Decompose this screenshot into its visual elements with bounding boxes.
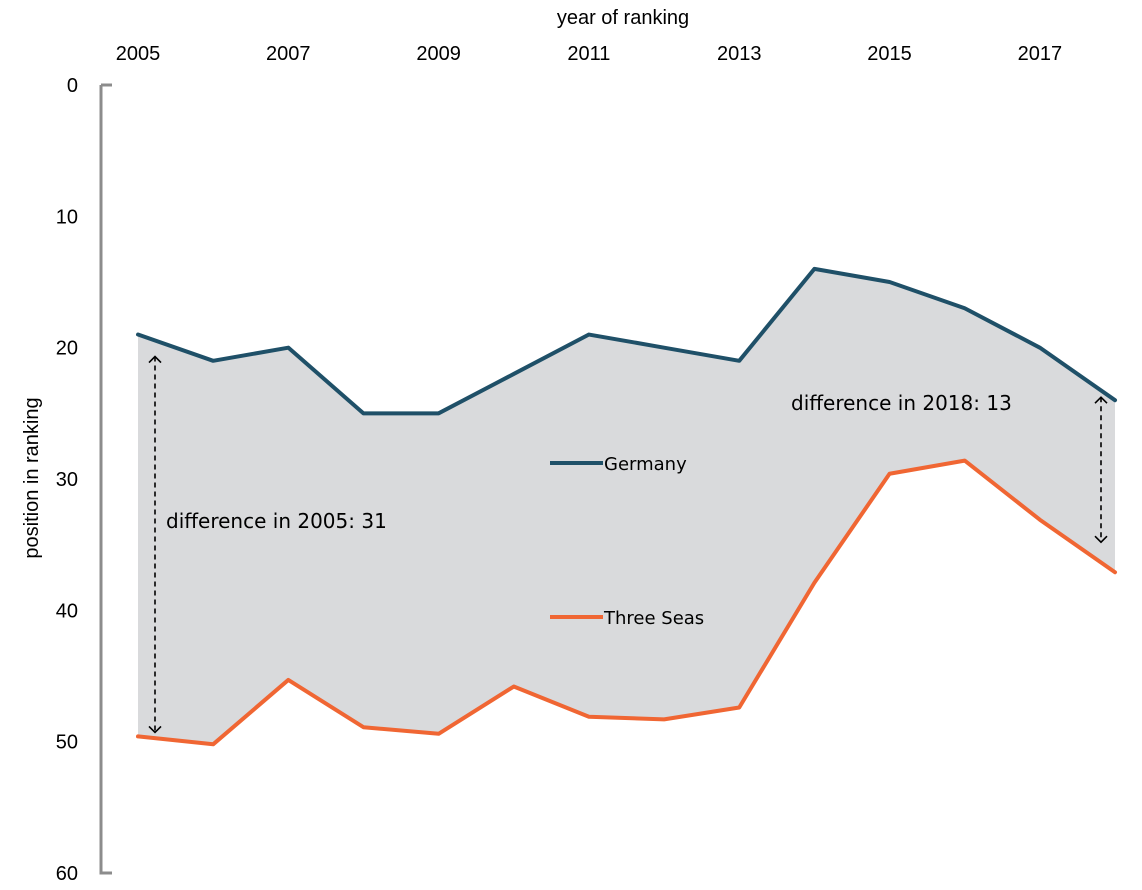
series-lines <box>136 266 1117 747</box>
x-axis-title: year of ranking <box>557 7 689 29</box>
annotation-2005: difference in 2005: 31 <box>148 355 387 734</box>
y-axis <box>99 83 112 875</box>
y-tick-label: 10 <box>56 206 78 228</box>
legend-label-germany: Germany <box>604 454 687 475</box>
x-tick-label: 2007 <box>266 43 311 65</box>
x-tick-label: 2011 <box>567 43 610 65</box>
annotation-2018: difference in 2018: 13 <box>791 391 1108 544</box>
x-tick-label: 2015 <box>867 43 912 65</box>
y-tick-label: 60 <box>56 863 78 885</box>
series-line-germany <box>136 266 1117 416</box>
legend: Germany Three Seas <box>550 454 704 629</box>
x-tick-label: 2009 <box>416 43 461 65</box>
y-axis-line <box>99 85 112 875</box>
y-tick-label: 50 <box>56 732 78 754</box>
y-tick-label: 20 <box>56 338 78 360</box>
legend-item-three-seas: Three Seas <box>550 608 704 629</box>
x-tick-label: 2005 <box>116 43 161 65</box>
x-tick-labels: 2005 2007 2009 2011 2013 2015 2017 <box>116 43 1062 65</box>
y-tick-label: 0 <box>67 75 78 97</box>
annotation-label-2005: difference in 2005: 31 <box>166 509 387 533</box>
y-axis-title: position in ranking <box>21 397 43 558</box>
y-tick-labels: 0 10 20 30 40 50 60 <box>56 75 78 885</box>
y-tick-label: 30 <box>56 469 78 491</box>
x-tick-label: 2013 <box>717 43 762 65</box>
y-tick-label: 40 <box>56 600 78 622</box>
series-line-three-seas <box>136 458 1117 747</box>
difference-area <box>138 268 1115 745</box>
annotation-label-2018: difference in 2018: 13 <box>791 391 1012 415</box>
legend-label-three-seas: Three Seas <box>603 608 704 629</box>
legend-item-germany: Germany <box>550 454 687 475</box>
x-tick-label: 2017 <box>1018 43 1063 65</box>
